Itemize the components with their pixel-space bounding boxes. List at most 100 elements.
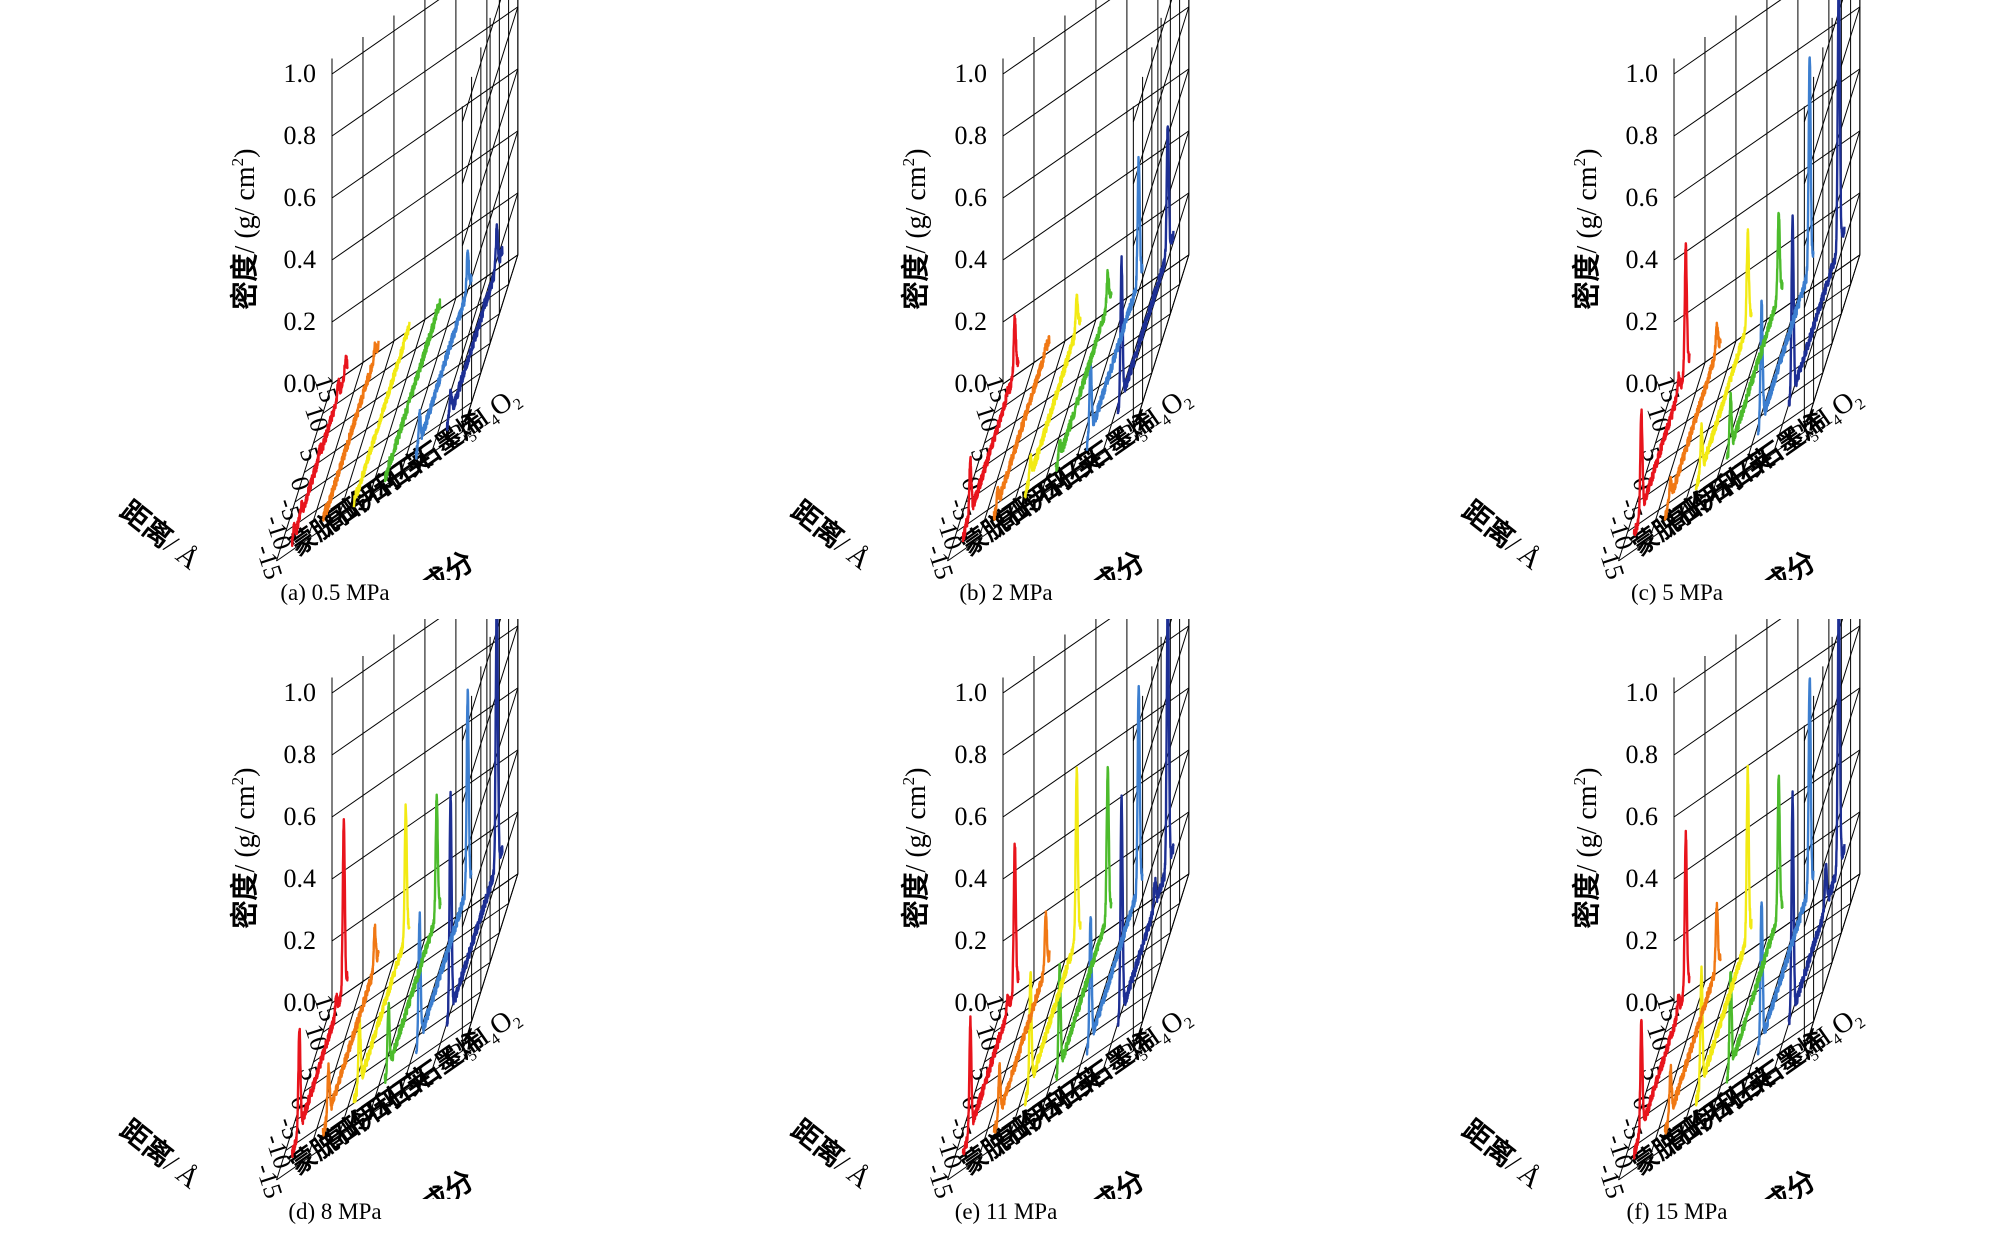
chart-panel: 0.0 0.2 0.4 0.6 0.8 1.0 15 10 5 0 -5 -10 -15 蒙脱石 高岭石 伊利… bbox=[1342, 0, 2012, 619]
gridline-floor bbox=[337, 340, 395, 519]
gridline-floor bbox=[461, 254, 519, 432]
gridline-floor bbox=[368, 319, 426, 497]
series-line-3 bbox=[383, 298, 442, 483]
svg-text:距离/ Å: 距离/ Å bbox=[1456, 1113, 1549, 1196]
gridline-right-wall bbox=[1132, 619, 1173, 741]
svg-text:距离/ Å: 距离/ Å bbox=[114, 1113, 207, 1196]
gridline-right-wall bbox=[1803, 0, 1844, 122]
z-tick-label: 0.4 bbox=[284, 864, 317, 893]
gridline-left-wall bbox=[1002, 68, 1190, 199]
gridline-left-wall bbox=[331, 192, 519, 323]
gridline-left-wall bbox=[331, 687, 519, 818]
x-axis-title: 距离/ Å bbox=[785, 1113, 876, 1196]
series-line-5 bbox=[1116, 125, 1175, 415]
gridline-right-wall bbox=[461, 192, 519, 370]
z-tick-label: 1.0 bbox=[1626, 678, 1659, 707]
gridline-floor bbox=[1710, 938, 1768, 1116]
gridline-left-wall bbox=[1673, 68, 1861, 199]
gridline-floor bbox=[1741, 297, 1799, 476]
series-line-0 bbox=[290, 354, 349, 547]
gridline-right-wall bbox=[1132, 687, 1190, 865]
gridline-left-wall bbox=[1673, 749, 1861, 880]
gridline-left-wall bbox=[1673, 687, 1861, 818]
gridline-right-wall bbox=[461, 0, 502, 122]
panel-caption: (c) 5 MPa bbox=[1631, 580, 1723, 605]
series-line-1 bbox=[992, 335, 1051, 521]
series-line-4 bbox=[414, 249, 473, 460]
series-line-4 bbox=[1756, 677, 1815, 1056]
svg-text:密度/ (g/ cm2): 密度/ (g/ cm2) bbox=[899, 768, 932, 929]
series-line-2 bbox=[352, 321, 411, 508]
y-axis-title: 页岩成分 bbox=[1040, 544, 1151, 580]
series-line-0 bbox=[290, 818, 349, 1159]
gridline-floor bbox=[1070, 916, 1128, 1095]
y-axis-title: 页岩成分 bbox=[1711, 1163, 1822, 1199]
series-line-3 bbox=[1054, 765, 1113, 1082]
gridline-right-wall bbox=[1803, 6, 1861, 184]
series-line-2 bbox=[1694, 764, 1753, 1107]
gridline-floor bbox=[368, 938, 426, 1116]
gridline-floor bbox=[977, 362, 1035, 540]
z-tick-label: 0.2 bbox=[284, 307, 317, 336]
z-tick-label: 0.6 bbox=[1626, 802, 1659, 831]
svg-text:页岩成分: 页岩成分 bbox=[1711, 1163, 1822, 1199]
gridline-floor bbox=[1039, 319, 1097, 497]
series-line-0 bbox=[1632, 829, 1691, 1160]
gridline-left-wall bbox=[1002, 811, 1190, 942]
gridline-left-wall bbox=[1002, 6, 1190, 137]
gridline-floor bbox=[1618, 1002, 1675, 1181]
gridline-right-wall bbox=[1803, 192, 1861, 370]
series-line-5 bbox=[1116, 619, 1175, 1027]
series-line-0 bbox=[961, 842, 1020, 1156]
svg-text:密度/ (g/ cm2): 密度/ (g/ cm2) bbox=[228, 768, 261, 929]
gridline-floor bbox=[1803, 873, 1861, 1051]
z-tick-label: 0.0 bbox=[1626, 369, 1659, 398]
series-line-5 bbox=[1787, 619, 1846, 1026]
gridline-floor bbox=[1008, 340, 1066, 519]
z-axis-title: 密度/ (g/ cm2) bbox=[899, 149, 932, 310]
gridline-floor bbox=[977, 981, 1035, 1159]
chart-panel: 0.0 0.2 0.4 0.6 0.8 1.0 15 10 5 0 -5 -10 -15 蒙脱石 高岭石 伊利… bbox=[1342, 619, 2012, 1238]
gridline-floor bbox=[306, 981, 364, 1159]
z-tick-label: 0.8 bbox=[955, 740, 988, 769]
gridline-floor bbox=[1132, 873, 1190, 1051]
series-line-1 bbox=[1663, 321, 1722, 521]
chart-svg: 0.00.20.40.60.81.0151050-5-10-15蒙脱石高岭石伊利… bbox=[114, 0, 527, 580]
svg-text:距离/ Å: 距离/ Å bbox=[114, 494, 207, 577]
chart-svg: 0.00.20.40.60.81.0151050-5-10-15蒙脱石高岭石伊利… bbox=[114, 619, 527, 1199]
gridline-right-wall bbox=[461, 619, 502, 741]
gridline-floor bbox=[947, 1002, 1004, 1181]
z-tick-label: 0.0 bbox=[284, 988, 317, 1017]
gridline-floor bbox=[1132, 254, 1190, 432]
gridline-right-wall bbox=[1132, 0, 1173, 122]
chart-svg: 0.00.20.40.60.81.0151050-5-10-15蒙脱石高岭石伊利… bbox=[785, 619, 1198, 1199]
series-line-3 bbox=[1725, 211, 1784, 460]
svg-text:页岩成分: 页岩成分 bbox=[1711, 544, 1822, 580]
gridline-right-wall bbox=[1803, 687, 1861, 865]
chart-svg: 0.00.20.40.60.81.0151050-5-10-15蒙脱石高岭石伊利… bbox=[1456, 619, 1869, 1199]
z-axis-title: 密度/ (g/ cm2) bbox=[1570, 768, 1603, 929]
series-line-2 bbox=[1023, 293, 1082, 499]
gridline-left-wall bbox=[331, 749, 519, 880]
z-tick-label: 0.0 bbox=[1626, 988, 1659, 1017]
gridline-left-wall bbox=[1002, 749, 1190, 880]
series-line-4 bbox=[414, 688, 473, 1055]
series-line-2 bbox=[352, 803, 411, 1104]
x-axis-title: 距离/ Å bbox=[785, 494, 876, 577]
gridline-left-wall bbox=[1002, 0, 1111, 75]
gridline-left-wall bbox=[1673, 625, 1861, 756]
gridline-left-wall bbox=[1002, 130, 1190, 261]
z-tick-label: 0.8 bbox=[1626, 740, 1659, 769]
gridline-floor bbox=[1710, 319, 1768, 497]
gridline-left-wall bbox=[1002, 192, 1190, 323]
gridline-right-wall bbox=[461, 811, 519, 989]
gridline-left-wall bbox=[331, 68, 519, 199]
chart-svg: 0.00.20.40.60.81.0151050-5-10-15蒙脱石高岭石伊利… bbox=[1456, 0, 1869, 580]
z-tick-label: 0.8 bbox=[284, 121, 317, 150]
svg-text:页岩成分: 页岩成分 bbox=[369, 1163, 480, 1199]
gridline-floor bbox=[1679, 959, 1737, 1138]
y-axis-title: 页岩成分 bbox=[369, 1163, 480, 1199]
gridline-right-wall bbox=[1803, 619, 1844, 741]
gridline-left-wall bbox=[1002, 687, 1190, 818]
y-axis-title: 页岩成分 bbox=[369, 544, 480, 580]
